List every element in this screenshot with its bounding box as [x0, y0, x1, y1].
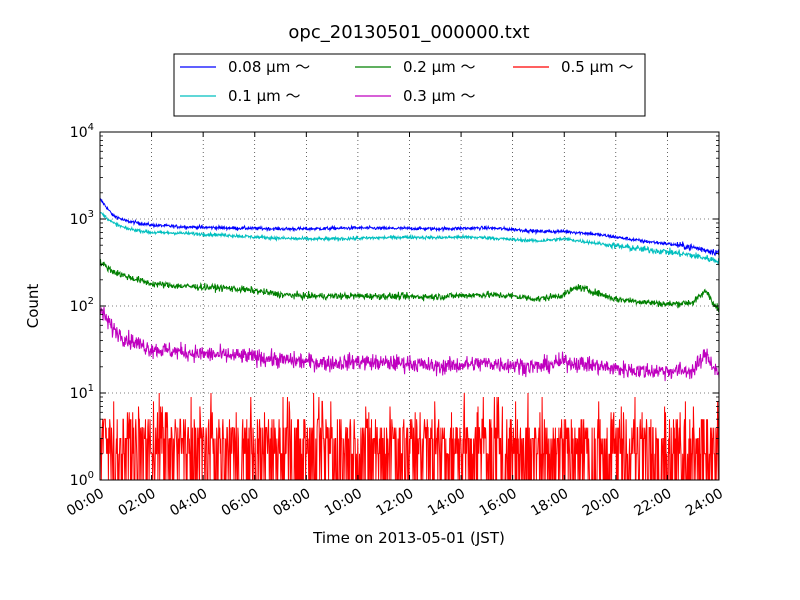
x-tick-label: 00:00 [64, 486, 107, 520]
x-tick-label: 10:00 [322, 486, 365, 520]
y-tick-label: 101 [70, 383, 94, 402]
legend-label: 0.08 μm ～ [228, 58, 310, 76]
legend-frame [173, 53, 646, 117]
x-tick-label: 16:00 [477, 486, 520, 520]
y-tick-label: 102 [70, 296, 94, 315]
x-axis-label: Time on 2013-05-01 (JST) [312, 529, 505, 547]
y-tick-labels: 100 101 102 103 104 [70, 122, 94, 489]
legend-label: 0.5 μm ～ [561, 58, 634, 76]
x-tick-label: 14:00 [425, 486, 468, 520]
x-tick-label: 24:00 [683, 486, 726, 520]
series-line [100, 211, 719, 265]
x-tick-label: 06:00 [219, 486, 262, 520]
legend: 0.08 μm ～ 0.1 μm ～ 0.2 μm ～ 0.3 μm ～ 0.5 μm … [173, 53, 646, 117]
x-tick-labels: 00:00 02:00 04:00 06:00 08:00 10:00 12:00 14:00… [64, 486, 726, 520]
x-tick-label: 18:00 [528, 486, 571, 520]
x-tick-label: 20:00 [580, 486, 623, 520]
x-tick-label: 12:00 [374, 486, 417, 520]
legend-label: 0.1 μm ～ [228, 87, 301, 105]
legend-label: 0.2 μm ～ [403, 58, 476, 76]
series-group [100, 197, 719, 480]
series-line [100, 392, 719, 480]
y-axis-label: Count [24, 284, 42, 329]
x-tick-label: 04:00 [167, 486, 210, 520]
x-tick-label: 22:00 [631, 486, 674, 520]
y-tick-label: 100 [70, 470, 94, 489]
series-line [100, 306, 719, 382]
x-tick-label: 08:00 [270, 486, 313, 520]
axis-ticks [99, 131, 720, 481]
plot-area [100, 132, 719, 480]
y-tick-label: 103 [70, 209, 94, 228]
series-line [100, 258, 719, 313]
x-tick-label: 02:00 [116, 486, 159, 520]
y-tick-label: 104 [70, 122, 94, 141]
legend-label: 0.3 μm ～ [403, 87, 476, 105]
series-line [100, 197, 719, 257]
chart-title: opc_20130501_000000.txt [288, 22, 529, 43]
